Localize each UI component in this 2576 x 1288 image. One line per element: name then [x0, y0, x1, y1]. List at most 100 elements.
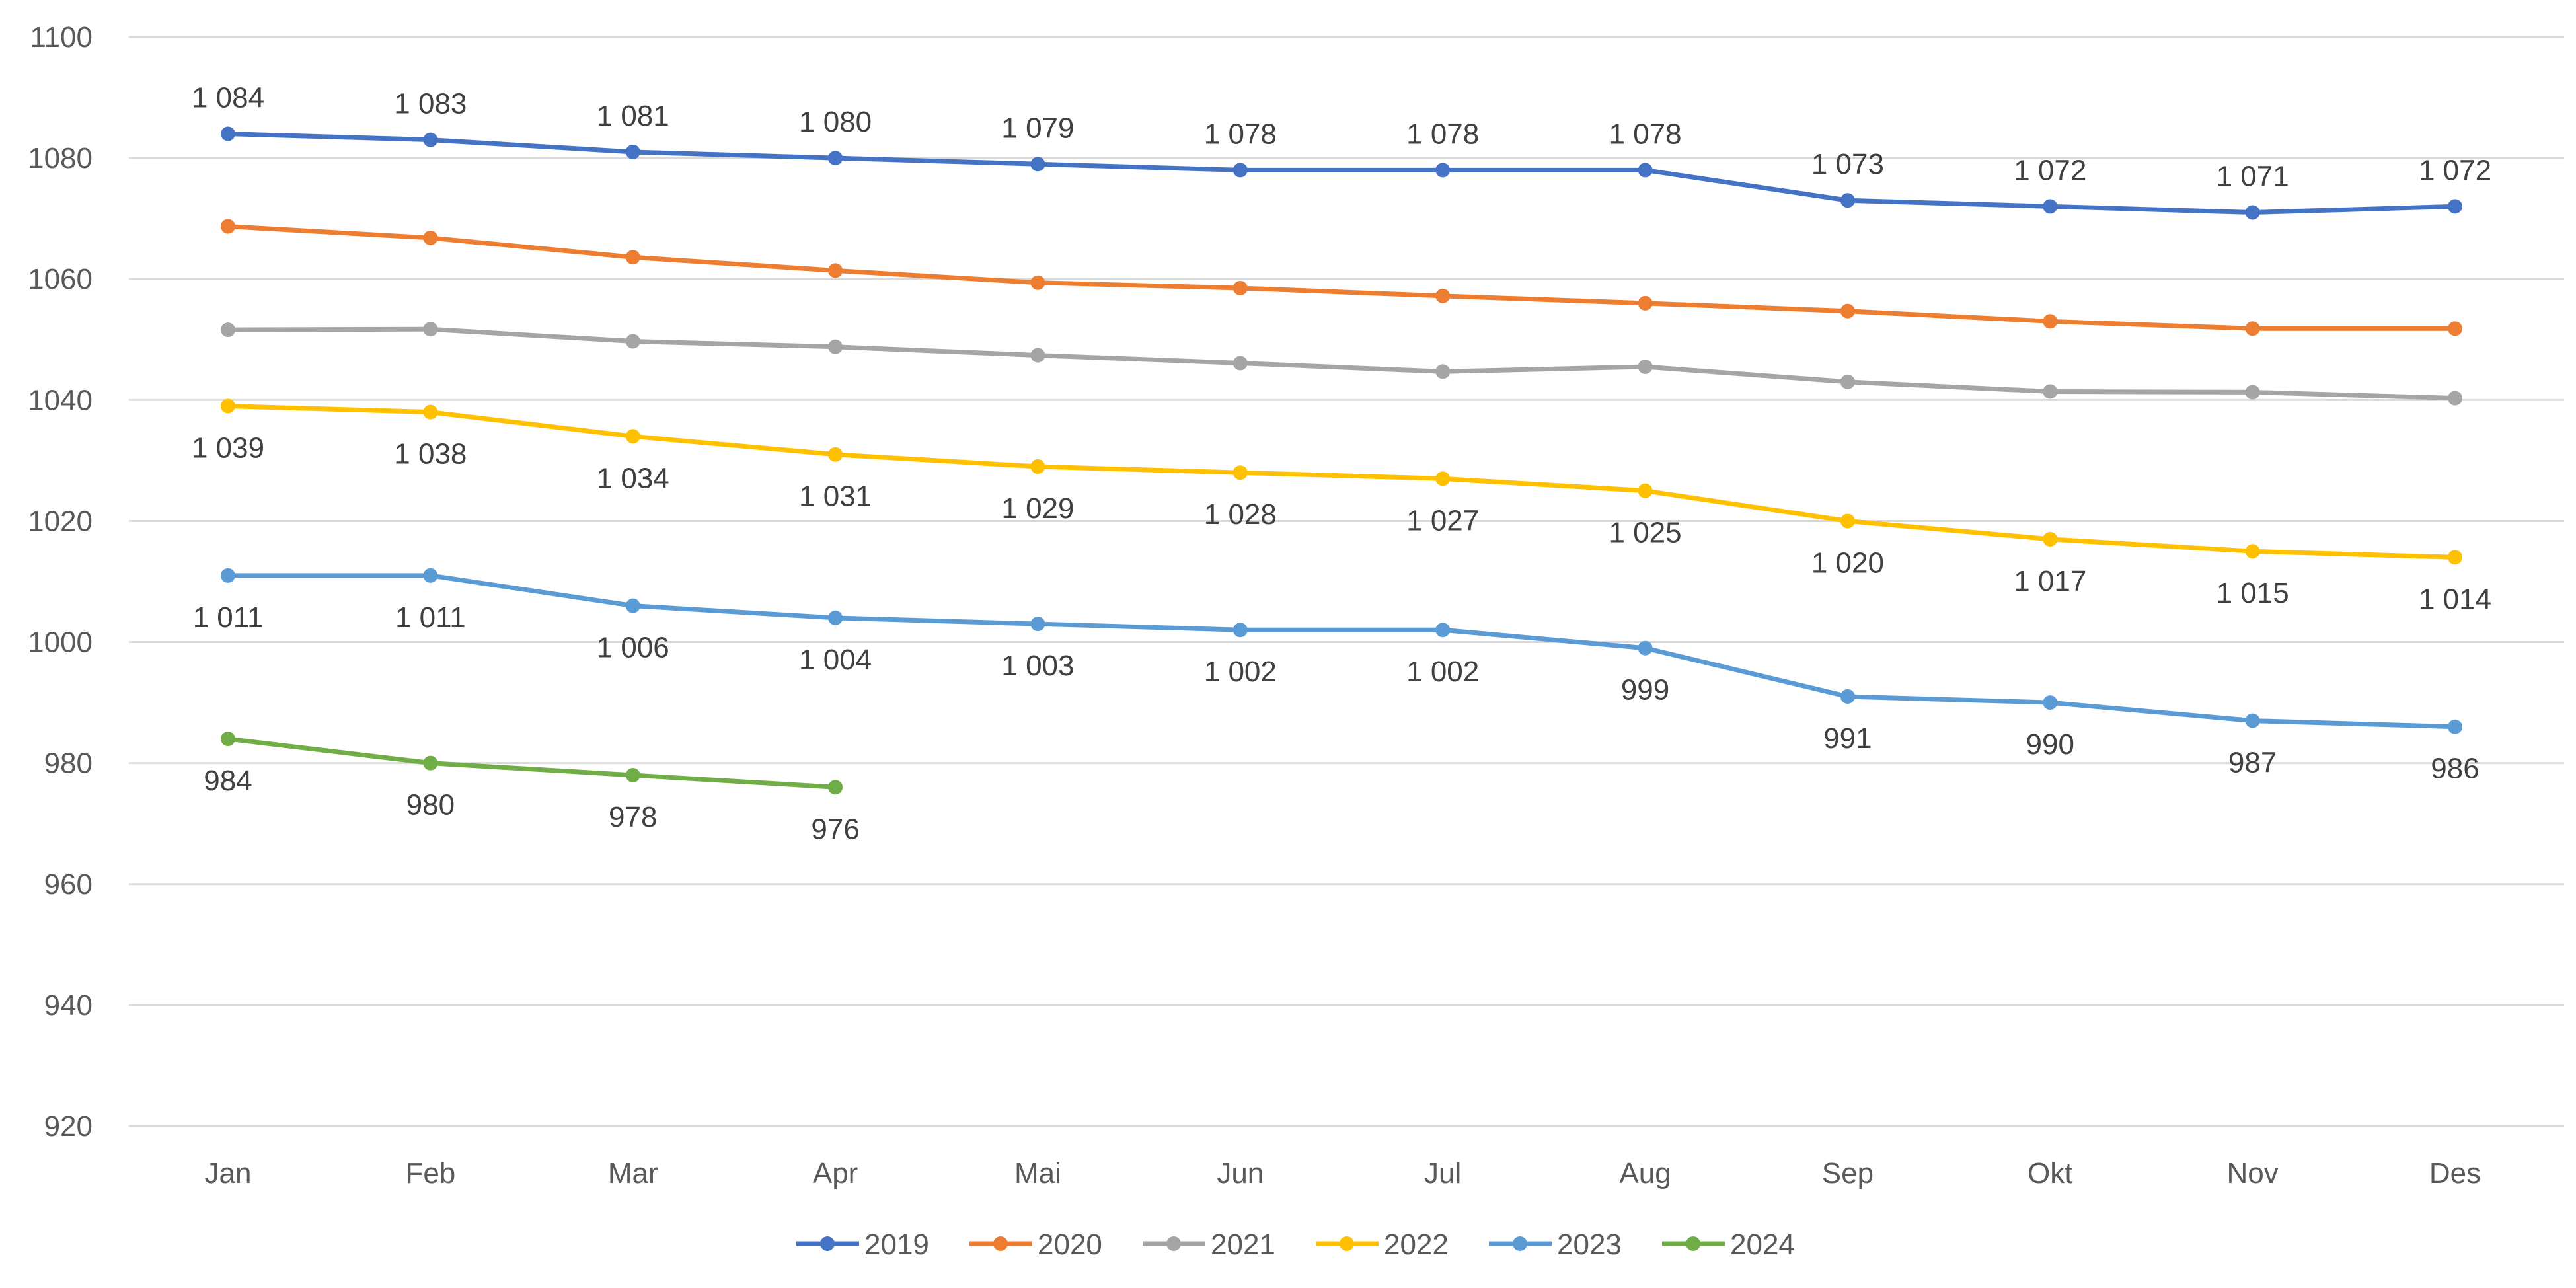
- data-point-2019: [828, 151, 843, 166]
- y-tick-label: 1020: [28, 505, 93, 537]
- x-tick-label: Mai: [1014, 1157, 1061, 1190]
- data-point-2020: [221, 219, 235, 234]
- y-axis-ticks: 920 940 960 980 1000 1020 1040 1060 1080 1100: [28, 21, 93, 1143]
- data-label-2022: 1 029: [1001, 492, 1074, 525]
- legend-marker-2023: [1513, 1236, 1527, 1251]
- data-point-2022: [2043, 531, 2058, 547]
- data-label-2019: 1 083: [394, 88, 467, 120]
- legend-marker-2019: [820, 1236, 835, 1251]
- data-point-2022: [1435, 471, 1451, 486]
- x-tick-label: Sep: [1822, 1157, 1874, 1190]
- legend-label-2020: 2020: [1038, 1229, 1102, 1261]
- x-tick-label: Nov: [2227, 1157, 2279, 1190]
- data-point-2019: [625, 144, 640, 159]
- data-point-2021: [2043, 384, 2058, 399]
- data-label-2022: 1 014: [2419, 583, 2491, 615]
- legend-label-2019: 2019: [864, 1229, 929, 1261]
- x-tick-label: Des: [2429, 1157, 2481, 1190]
- data-label-2019: 1 071: [2216, 161, 2289, 193]
- series-line-2023: [228, 573, 2456, 730]
- series-line-2024: [227, 736, 836, 790]
- legend-marker-2024: [1686, 1236, 1700, 1251]
- data-point-2023: [1232, 623, 1248, 638]
- data-label-2023: 1 004: [799, 644, 872, 676]
- data-point-2020: [2245, 321, 2260, 336]
- data-point-2021: [1232, 356, 1248, 371]
- data-point-2021: [221, 322, 235, 338]
- data-point-2022: [1232, 465, 1248, 480]
- data-label-2019: 1 079: [1001, 112, 1074, 144]
- data-point-2020: [1840, 303, 1855, 319]
- x-tick-label: Jan: [205, 1157, 252, 1190]
- data-point-2021: [1030, 348, 1045, 363]
- data-label-2019: 1 078: [1406, 118, 1479, 150]
- data-point-2019: [423, 132, 438, 147]
- data-label-2023: 999: [1621, 674, 1669, 706]
- data-point-2021: [1638, 359, 1653, 374]
- x-tick-label: Jul: [1424, 1157, 1461, 1190]
- data-point-2023: [1840, 689, 1855, 704]
- data-point-2022: [1638, 483, 1653, 498]
- data-label-2022: 1 017: [2014, 565, 2086, 597]
- y-tick-label: 1040: [28, 384, 93, 416]
- data-point-2020: [828, 263, 843, 278]
- series-line-2020: [227, 224, 2455, 331]
- data-point-2023: [2245, 713, 2260, 728]
- data-label-2022: 1 025: [1609, 517, 1681, 549]
- data-label-2023: 991: [1823, 722, 1872, 755]
- data-label-2019: 1 072: [2014, 154, 2086, 186]
- data-label-2023: 1 002: [1204, 656, 1277, 688]
- legend-marker-2020: [993, 1236, 1008, 1251]
- data-point-2021: [1435, 364, 1451, 379]
- data-point-2019: [1840, 193, 1855, 208]
- data-point-2023: [1638, 640, 1653, 656]
- data-point-2023: [1435, 623, 1451, 638]
- data-point-2019: [1435, 163, 1451, 178]
- data-point-2022: [423, 404, 438, 420]
- data-label-2022: 1 034: [597, 462, 669, 494]
- y-tick-label: 940: [44, 989, 93, 1022]
- data-point-2022: [2448, 550, 2462, 565]
- data-point-2023: [828, 610, 843, 625]
- data-label-2022: 1 039: [192, 432, 264, 464]
- legend: 2019 2020 2021 2022 2023 2024: [796, 1229, 1795, 1261]
- data-point-2020: [625, 250, 640, 265]
- y-tick-label: 920: [44, 1110, 93, 1143]
- series-line-2021: [227, 326, 2456, 401]
- data-label-2019: 1 080: [799, 106, 872, 138]
- data-point-2019: [1232, 163, 1248, 178]
- data-label-2022: 1 028: [1204, 498, 1277, 531]
- data-label-2019: 1 084: [192, 81, 264, 114]
- data-point-2020: [423, 230, 438, 245]
- legend-label-2022: 2022: [1384, 1229, 1449, 1261]
- data-point-2021: [2448, 391, 2462, 406]
- data-point-2024: [625, 767, 640, 782]
- data-label-2019: 1 081: [597, 100, 669, 132]
- data-point-2022: [1030, 459, 1045, 474]
- data-label-2023: 1 002: [1406, 656, 1479, 688]
- data-point-2022: [828, 447, 843, 462]
- data-label-2024: 976: [811, 813, 859, 845]
- data-label-2019: 1 073: [1811, 148, 1884, 180]
- data-point-2019: [2043, 199, 2058, 214]
- data-point-2020: [2448, 321, 2462, 336]
- data-label-2023: 987: [2228, 747, 2277, 779]
- x-tick-label: Okt: [2027, 1157, 2072, 1190]
- data-point-2021: [828, 339, 843, 354]
- legend-label-2021: 2021: [1211, 1229, 1275, 1261]
- data-label-2023: 1 011: [193, 601, 264, 634]
- data-point-2023: [1030, 617, 1045, 632]
- data-point-2019: [2245, 205, 2260, 220]
- legend-marker-2022: [1340, 1236, 1354, 1251]
- x-tick-label: Feb: [405, 1157, 455, 1190]
- x-tick-label: Apr: [813, 1157, 858, 1190]
- data-point-2021: [625, 334, 640, 349]
- data-point-2019: [221, 126, 235, 141]
- x-tick-label: Aug: [1619, 1157, 1671, 1190]
- data-point-2020: [2043, 314, 2058, 329]
- data-point-2023: [625, 598, 640, 613]
- gridlines: [129, 36, 2564, 1127]
- data-point-2022: [1840, 513, 1855, 529]
- data-point-2023: [221, 568, 235, 583]
- data-labels: 1 084 1 083 1 081 1 080 1 079 1 078 1 078 1 078…: [192, 81, 2491, 845]
